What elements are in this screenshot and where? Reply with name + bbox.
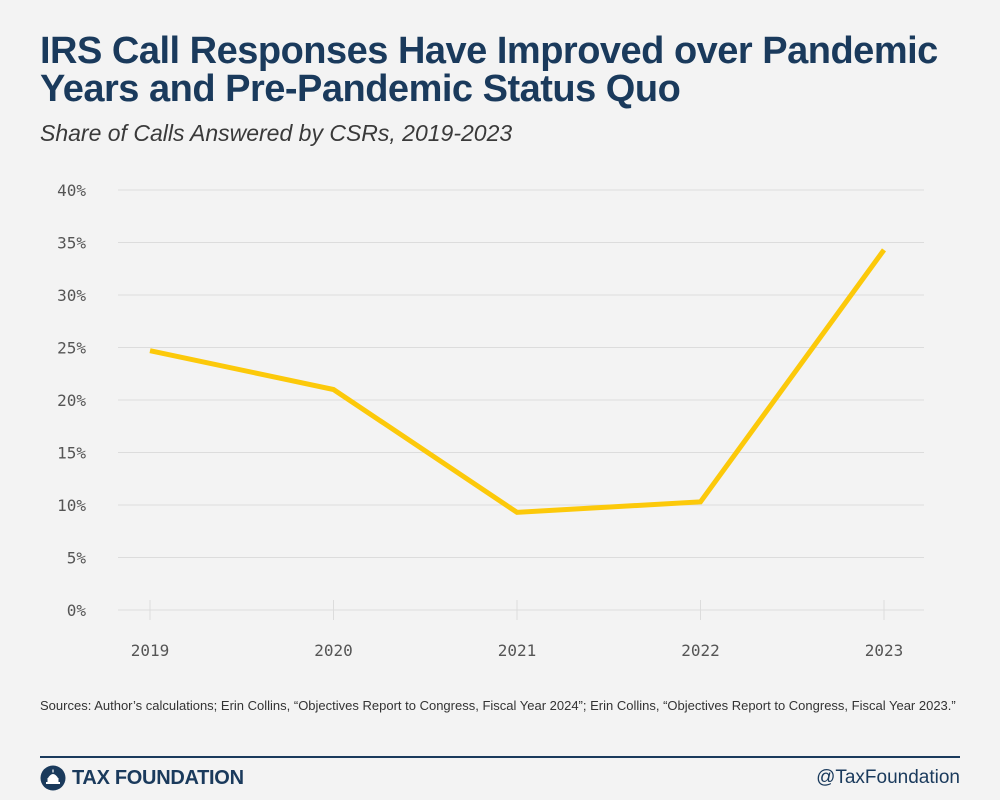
series-line (149, 248, 887, 515)
line-chart: 0%5%10%15%20%25%30%35%40% 2019 2020 2021 20… (57, 181, 924, 660)
y-tick-label: 15% (57, 444, 86, 463)
x-tick-label: 2020 (314, 641, 353, 660)
x-tick-label: 2021 (498, 641, 537, 660)
y-tick-label: 10% (57, 496, 86, 515)
chart-title: IRS Call Responses Have Improved over Pa… (40, 30, 938, 110)
footer-divider (40, 756, 960, 758)
capitol-dome-icon (40, 765, 66, 791)
twitter-handle[interactable]: @TaxFoundation (816, 767, 960, 788)
y-tick-label: 20% (57, 391, 86, 410)
y-tick-label: 40% (57, 181, 86, 200)
y-tick-label: 25% (57, 339, 86, 358)
x-tick-label: 2019 (131, 641, 170, 660)
y-tick-label: 5% (67, 549, 87, 568)
grid-lines (118, 189, 924, 611)
sources-note: Sources: Author’s calculations; Erin Col… (40, 698, 956, 713)
y-axis-ticks: 0% 5% 10% 15% 20% 25% 30% 35% 40% (57, 181, 86, 620)
logo-text: TAX FOUNDATION (72, 766, 244, 789)
series-layer (149, 248, 887, 515)
x-tick-label: 2022 (681, 641, 720, 660)
y-tick-label: 30% (57, 286, 86, 305)
x-tick-label: 2023 (865, 641, 904, 660)
x-axis-ticks: 2019 2020 2021 2022 2023 (131, 600, 904, 660)
y-tick-label: 0% (67, 601, 87, 620)
y-tick-label: 35% (57, 234, 86, 253)
tax-foundation-logo: TAX FOUNDATION (40, 765, 244, 791)
chart-subtitle: Share of Calls Answered by CSRs, 2019-20… (40, 120, 513, 146)
